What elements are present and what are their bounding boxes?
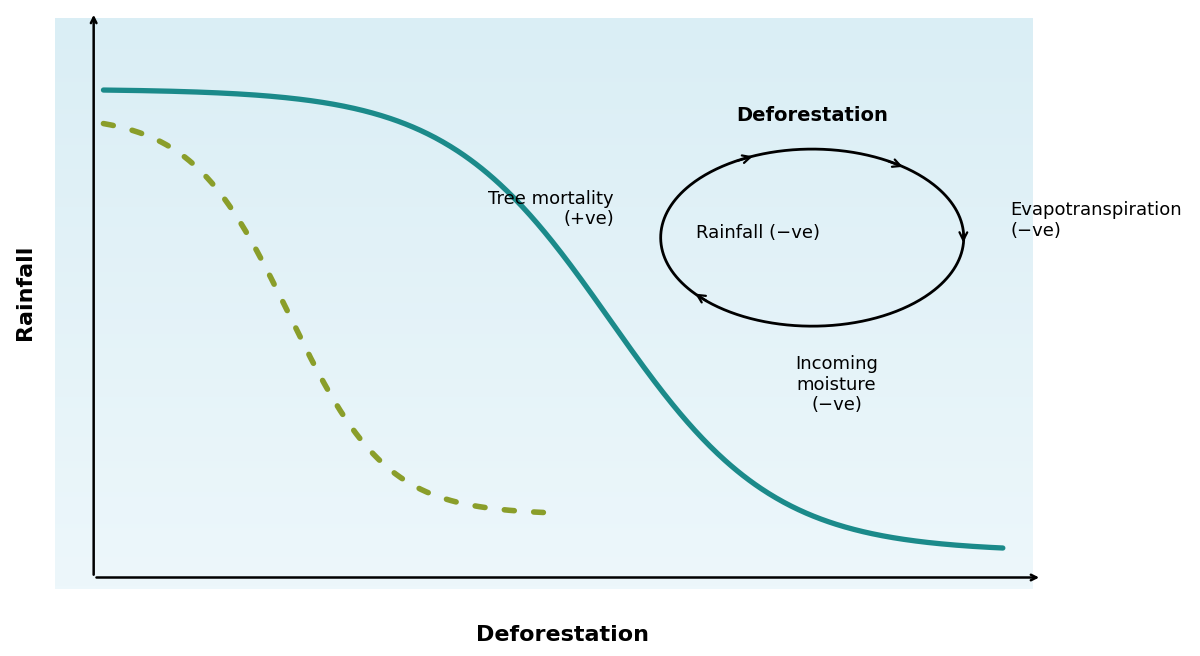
Text: Deforestation: Deforestation <box>737 106 888 125</box>
Text: Deforestation: Deforestation <box>476 625 649 645</box>
Text: Rainfall: Rainfall <box>16 244 35 340</box>
Text: Evapotranspiration
(−ve): Evapotranspiration (−ve) <box>1010 201 1182 240</box>
Text: Incoming
moisture
(−ve): Incoming moisture (−ve) <box>796 355 878 415</box>
Text: Rainfall (−ve): Rainfall (−ve) <box>696 224 821 242</box>
Text: Tree mortality
(+ve): Tree mortality (+ve) <box>488 190 613 228</box>
